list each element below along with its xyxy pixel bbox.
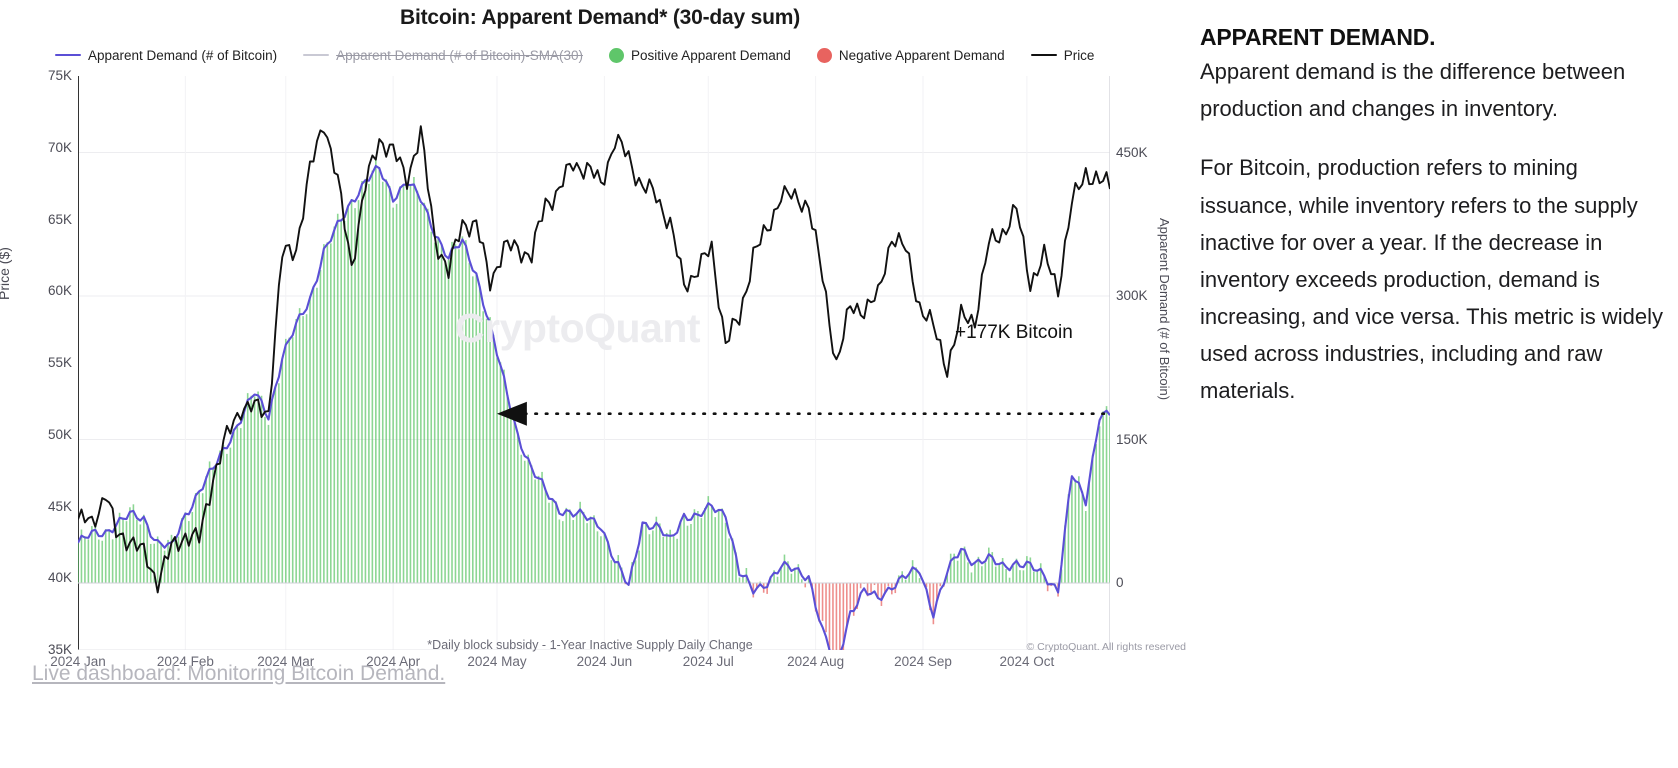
y-tick-left: 65K <box>47 211 72 227</box>
y-tick-left: 45K <box>47 498 72 514</box>
x-tick-jan: 2024 Jan <box>50 654 106 669</box>
y-tick-right: 450K <box>1116 144 1148 160</box>
y-tick-left: 40K <box>47 570 72 586</box>
legend-label: Apparent Demand (# of Bitcoin) <box>88 47 278 63</box>
x-tick-may: 2024 May <box>467 654 527 669</box>
annotation-label: +177K Bitcoin <box>955 322 1073 343</box>
y-axis-left-ticks: 35K 40K 45K 50K 55K 60K 65K 70K 75K <box>22 68 72 657</box>
y-tick-right: 0 <box>1116 575 1124 591</box>
y-tick-right: 300K <box>1116 288 1148 304</box>
x-tick-apr: 2024 Apr <box>366 654 421 669</box>
commentary-panel: APPARENT DEMAND. Apparent demand is the … <box>1200 24 1678 768</box>
chart-panel: Bitcoin: Apparent Demand* (30-day sum) A… <box>0 6 1186 685</box>
y-tick-left: 70K <box>47 139 72 155</box>
legend-line-icon <box>55 53 81 57</box>
live-dashboard-link[interactable]: Live dashboard: Monitoring Bitcoin Deman… <box>32 662 446 685</box>
y-axis-right-ticks: 0 150K 300K 450K <box>1116 76 1176 650</box>
legend-label: Apparent Demand (# of Bitcoin)-SMA(30) <box>336 47 583 63</box>
y-tick-left: 35K <box>47 642 72 657</box>
price-line <box>78 125 1110 594</box>
chart-footnote: *Daily block subsidy - 1-Year Inactive S… <box>427 638 753 652</box>
x-axis-ticks: 2024 Jan 2024 Feb 2024 Mar 2024 Apr 2024 May… <box>50 654 1110 678</box>
watermark: CryptoQuant <box>455 305 701 351</box>
x-tick-jul: 2024 Jul <box>682 654 734 669</box>
x-tick-sep: 2024 Sep <box>894 654 952 669</box>
legend-item-2[interactable]: Positive Apparent Demand <box>608 47 791 63</box>
copyright-notice: © CryptoQuant. All rights reserved <box>1026 641 1186 653</box>
y-tick-right: 150K <box>1116 431 1148 447</box>
commentary-heading: APPARENT DEMAND. <box>1200 24 1436 50</box>
legend-dot-icon <box>608 47 624 63</box>
annotation-arrow <box>496 401 1110 426</box>
x-tick-mar: 2024 Mar <box>257 654 315 669</box>
demand-line <box>78 164 1110 650</box>
x-tick-aug: 2024 Aug <box>787 654 845 669</box>
plot-svg <box>78 76 1110 650</box>
legend-label: Negative Apparent Demand <box>838 47 1005 63</box>
plot-area <box>78 76 1110 650</box>
y-tick-left: 50K <box>47 426 72 442</box>
legend-dot-icon <box>816 47 832 63</box>
legend-item-4[interactable]: Price <box>1030 47 1095 63</box>
y-tick-left: 55K <box>47 355 72 370</box>
x-tick-jun: 2024 Jun <box>576 654 633 669</box>
legend-item-0[interactable]: Apparent Demand (# of Bitcoin) <box>55 48 277 63</box>
x-tick-feb: 2024 Feb <box>156 654 214 669</box>
legend-label: Price <box>1063 47 1095 63</box>
commentary-paragraph-1: Apparent demand is the difference betwee… <box>1200 59 1626 122</box>
chart-title: Bitcoin: Apparent Demand* (30-day sum) <box>399 6 800 29</box>
demand-bars <box>78 158 1110 650</box>
y-tick-left: 60K <box>47 283 72 299</box>
legend-label: Positive Apparent Demand <box>630 47 791 63</box>
legend-item-1[interactable]: Apparent Demand (# of Bitcoin)-SMA(30) <box>303 48 583 63</box>
y-axis-left-title: Price ($) <box>0 247 12 300</box>
y-axis-right-title: Apparent Demand (# of Bitcoin) <box>1157 218 1172 401</box>
x-tick-oct: 2024 Oct <box>999 654 1055 669</box>
commentary-paragraph-2: For Bitcoin, production refers to mining… <box>1200 155 1663 404</box>
y-tick-left: 75K <box>47 68 72 83</box>
legend-dashed-line-icon <box>303 54 330 56</box>
legend-line-icon <box>1030 53 1057 57</box>
chart-legend: Apparent Demand (# of Bitcoin) Apparent D… <box>55 44 1165 66</box>
legend-item-3[interactable]: Negative Apparent Demand <box>816 47 1005 63</box>
